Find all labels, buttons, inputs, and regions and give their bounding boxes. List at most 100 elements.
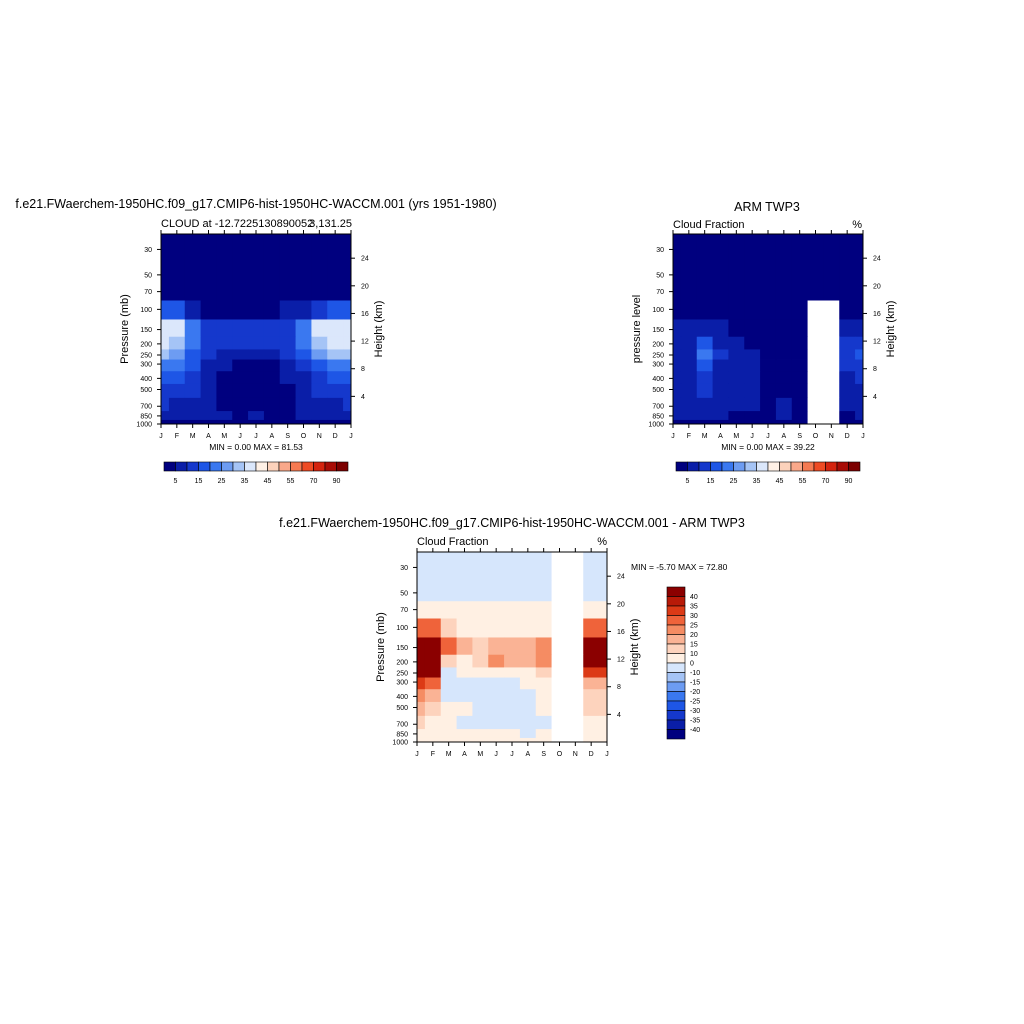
heatmap-cell xyxy=(775,397,793,412)
colorbar-swatch xyxy=(744,461,757,472)
heatmap-cell xyxy=(311,383,328,399)
heatmap-cell xyxy=(712,397,729,412)
y-tick-label: 250 xyxy=(652,352,664,359)
heatmap-cell xyxy=(775,336,793,350)
heatmap-cell xyxy=(311,397,328,412)
heatmap-cell xyxy=(504,729,521,739)
colorbar-label: 45 xyxy=(776,478,784,485)
colorbar-swatch xyxy=(733,461,746,472)
x-tick-label: O xyxy=(813,433,819,440)
heatmap-cell xyxy=(417,715,426,730)
heatmap-cell xyxy=(775,319,793,338)
heatmap-cell xyxy=(184,371,201,385)
x-tick-label: O xyxy=(301,433,307,440)
heatmap-cell xyxy=(823,336,840,350)
heatmap-cell xyxy=(279,319,296,338)
heatmap-cell xyxy=(456,677,473,690)
heatmap-cell xyxy=(343,234,352,263)
colorbar-swatch xyxy=(790,461,803,472)
heatmap-cell xyxy=(583,689,600,703)
colorbar-swatch xyxy=(278,461,291,472)
heatmap-cell xyxy=(807,262,824,284)
y-tick-label: 300 xyxy=(652,362,664,369)
heatmap-cell xyxy=(184,397,201,412)
colorbar-swatch xyxy=(779,461,792,472)
heatmap-cell xyxy=(673,262,682,284)
heatmap-cell xyxy=(807,283,824,301)
heatmap-cell xyxy=(791,336,808,350)
heatmap-cell xyxy=(696,371,713,385)
heatmap-cell xyxy=(424,580,442,602)
heatmap-cell xyxy=(791,419,808,425)
colorbar-label: 55 xyxy=(799,478,807,485)
heatmap-cell xyxy=(161,371,170,385)
heatmap-cell xyxy=(440,601,457,619)
heatmap-cell xyxy=(248,419,265,425)
heatmap-cell xyxy=(712,234,729,263)
heatmap-cell xyxy=(472,618,489,638)
heatmap-cell xyxy=(728,397,745,412)
heatmap-cell xyxy=(535,667,552,678)
y2-tick-label: 24 xyxy=(361,256,369,263)
heatmap-cell xyxy=(456,552,473,581)
colorbar-swatch xyxy=(666,653,686,664)
y-tick-label: 500 xyxy=(396,705,408,712)
heatmap-cell xyxy=(696,411,713,421)
heatmap-cell xyxy=(248,300,265,320)
x-tick-label: J xyxy=(238,433,242,440)
y2-tick-label: 12 xyxy=(873,339,881,346)
heatmap-cell xyxy=(279,300,296,320)
heatmap-cell xyxy=(417,737,426,743)
colorbar-swatch xyxy=(721,461,734,472)
x-tick-label: N xyxy=(317,433,322,440)
x-tick-label: N xyxy=(573,751,578,758)
heatmap-cell xyxy=(279,411,296,421)
colorbar-label: -30 xyxy=(690,708,700,715)
heatmap-cell xyxy=(791,283,808,301)
heatmap-cell xyxy=(839,283,856,301)
y-tick-label: 50 xyxy=(144,272,152,279)
heatmap-cell xyxy=(248,371,265,385)
heatmap-cell xyxy=(599,618,608,638)
heatmap-cell xyxy=(263,411,281,421)
heatmap-cell xyxy=(440,737,457,743)
heatmap-cell xyxy=(327,283,344,301)
colorbar-swatch xyxy=(186,461,199,472)
heatmap-cell xyxy=(488,677,505,690)
heatmap-cell xyxy=(504,618,521,638)
heatmap-cell xyxy=(696,283,713,301)
heatmap-cell xyxy=(855,397,864,412)
heatmap-cell xyxy=(488,701,505,717)
heatmap-cell xyxy=(232,371,249,385)
heatmap-cell xyxy=(161,234,170,263)
heatmap-cell xyxy=(184,336,201,350)
heatmap-cell xyxy=(161,283,170,301)
y-tick-label: 200 xyxy=(396,659,408,666)
heatmap-cell xyxy=(216,336,233,350)
colorbar-swatch xyxy=(666,710,686,721)
heatmap-cell xyxy=(456,689,473,703)
x-tick-label: M xyxy=(221,433,227,440)
colorbar-swatch xyxy=(666,634,686,645)
heatmap-cell xyxy=(728,371,745,385)
heatmap-cell xyxy=(263,359,281,372)
heatmap-cell xyxy=(279,283,296,301)
heatmap-cell xyxy=(200,336,217,350)
heatmap-cell xyxy=(504,689,521,703)
heatmap-cell xyxy=(440,618,457,638)
y2-tick-label: 20 xyxy=(617,601,625,608)
heatmap-cell xyxy=(456,715,473,730)
heatmap-cell xyxy=(791,397,808,412)
heatmap-cell xyxy=(807,419,824,425)
heatmap-cell xyxy=(184,262,201,284)
heatmap-cell xyxy=(279,359,296,372)
heatmap-cell xyxy=(696,419,713,425)
heatmap-cell xyxy=(599,580,608,602)
heatmap-cell xyxy=(744,262,761,284)
heatmap-cell xyxy=(728,411,745,421)
heatmap-cell xyxy=(456,737,473,743)
heatmap-cell xyxy=(839,359,856,372)
heatmap-cell xyxy=(519,729,537,739)
colorbar-swatch xyxy=(267,461,280,472)
heatmap-cell xyxy=(760,419,777,425)
